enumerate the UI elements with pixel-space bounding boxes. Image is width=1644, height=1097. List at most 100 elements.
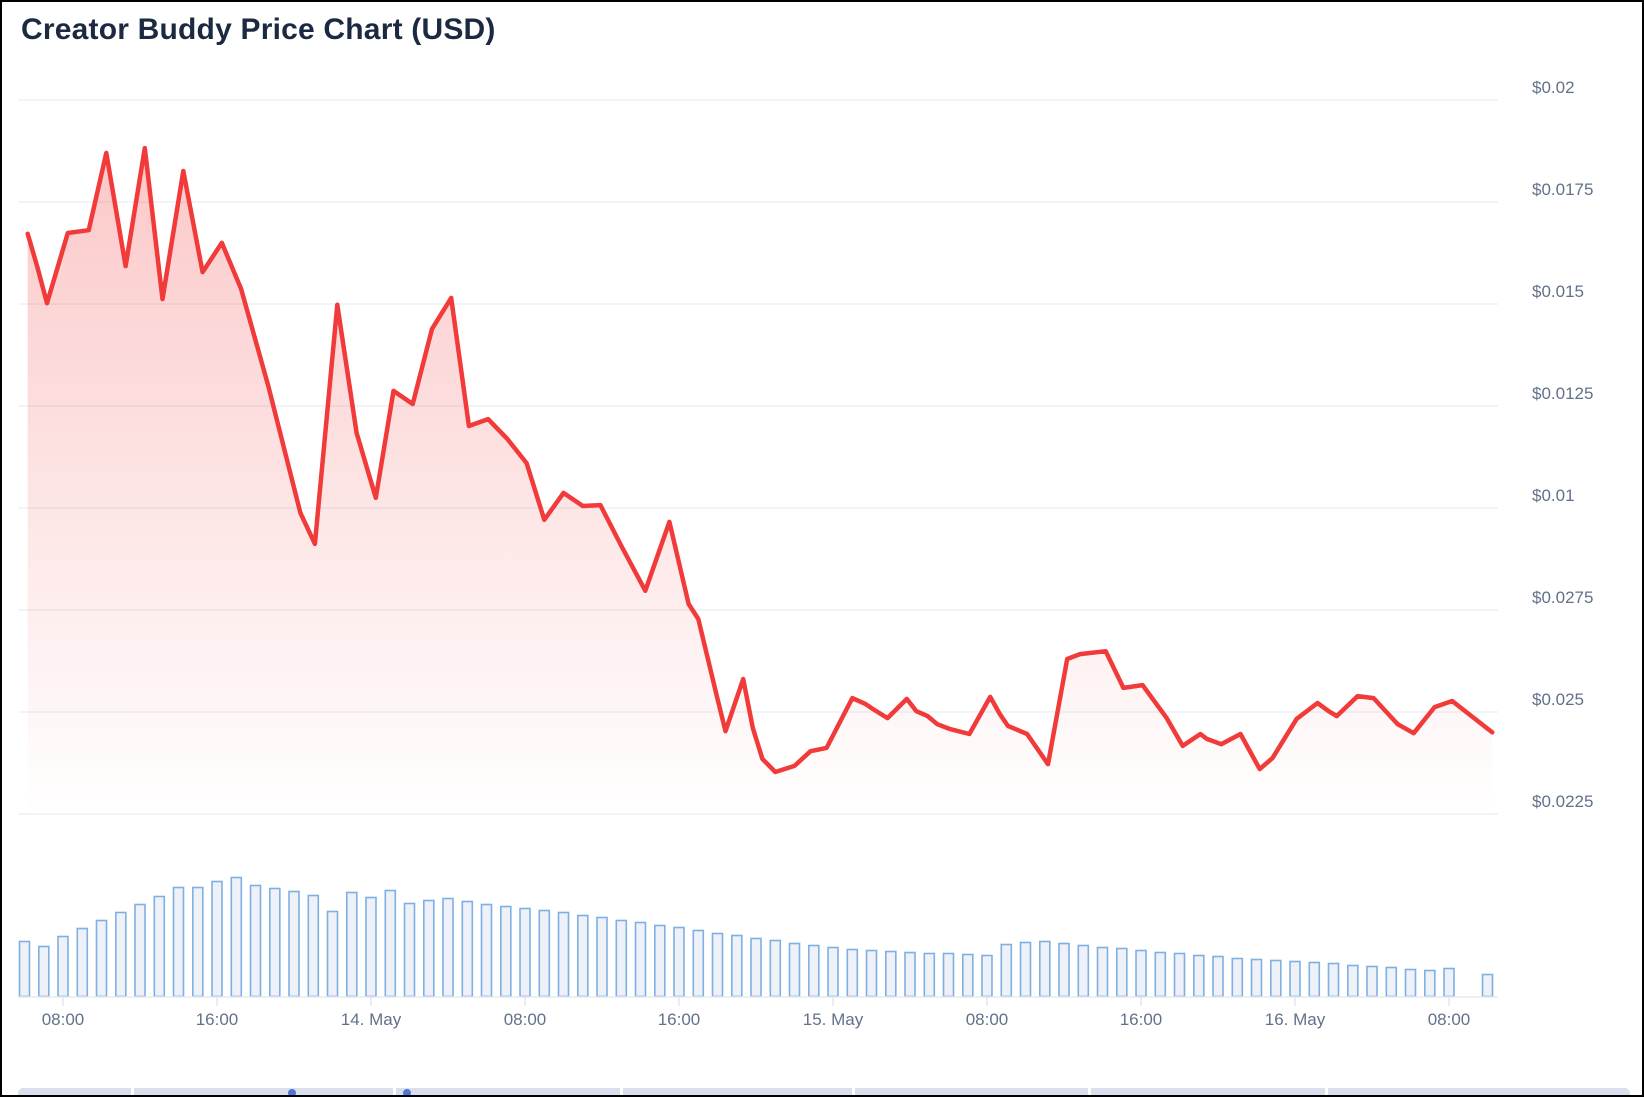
volume-bar: [307, 894, 320, 998]
volume-bar: [230, 876, 243, 998]
volume-bar: [95, 919, 108, 998]
volume-bar: [865, 949, 878, 998]
volume-bar: [76, 927, 89, 998]
volume-bar: [1077, 944, 1090, 998]
table-cell-divider: [852, 1088, 855, 1097]
volume-bar: [288, 890, 300, 998]
volume-bar: [1039, 940, 1051, 998]
x-axis-label: 14. May: [340, 1010, 402, 1029]
x-axis-label: 08:00: [1427, 1010, 1471, 1029]
volume-bar: [596, 916, 608, 998]
x-axis-tick-marks: [62, 997, 1450, 1006]
volume-bar: [461, 900, 474, 998]
volume-bar: [1019, 941, 1032, 998]
volume-bar: [192, 886, 204, 998]
volume-bar: [750, 937, 762, 998]
volume-bar: [134, 903, 146, 998]
x-axis-label: 08:00: [965, 1010, 1009, 1029]
table-cell-divider: [131, 1088, 134, 1097]
volume-bar: [384, 889, 397, 998]
volume-bar: [1173, 952, 1186, 998]
volume-bar: [153, 895, 166, 998]
table-cell-divider: [1325, 1088, 1328, 1097]
volume-bar: [557, 911, 570, 998]
volume-bar: [1327, 962, 1340, 998]
volume-bar: [673, 926, 685, 998]
x-axis-label: 08:00: [41, 1010, 85, 1029]
x-axis-label: 16:00: [657, 1010, 701, 1029]
volume-bar: [923, 952, 936, 998]
volume-bar: [1366, 965, 1378, 998]
price-line: [25, 145, 1495, 775]
volume-bar: [981, 954, 993, 998]
volume-bars: [18, 876, 1494, 998]
volume-bar: [769, 939, 782, 998]
volume-bar: [1193, 954, 1205, 998]
volume-bar: [1058, 942, 1070, 998]
volume-bar: [1096, 946, 1109, 998]
volume-bar: [692, 929, 705, 998]
volume-bar: [961, 953, 974, 998]
volume-bar: [211, 880, 223, 998]
y-axis-label: $0.025: [1532, 690, 1584, 709]
volume-bar: [653, 924, 666, 998]
volume-bar: [1308, 961, 1321, 998]
volume-bar: [615, 919, 628, 998]
volume-bar: [345, 891, 358, 998]
volume-bar: [268, 887, 281, 998]
volume-bar: [576, 914, 589, 998]
volume-bar: [1231, 957, 1244, 998]
volume-bar: [1000, 943, 1013, 998]
y-axis-label: $0.0175: [1532, 180, 1594, 199]
volume-bar: [538, 909, 551, 998]
volume-bar: [365, 896, 377, 998]
volume-bar: [249, 884, 262, 998]
y-axis-label: $0.0125: [1532, 384, 1594, 403]
volume-bar: [942, 952, 955, 998]
volume-bar: [519, 907, 531, 998]
volume-bar: [1116, 947, 1128, 998]
volume-bar: [1347, 964, 1359, 998]
y-axis-label: $0.02: [1532, 78, 1575, 97]
coin-icon: [288, 1089, 296, 1097]
volume-bar: [326, 910, 339, 998]
volume-bar: [57, 935, 69, 998]
coin-table-header-row[interactable]: [18, 1088, 1630, 1097]
volume-bar: [884, 950, 897, 998]
x-axis-label: 15. May: [802, 1010, 864, 1029]
volume-bar: [37, 945, 50, 998]
volume-bar: [788, 942, 801, 998]
volume-bar: [1385, 966, 1398, 998]
volume-bar: [846, 948, 859, 998]
volume-bar: [403, 902, 416, 998]
y-axis-label: $0.01: [1532, 486, 1575, 505]
volume-bar: [1289, 960, 1301, 998]
volume-bar: [480, 903, 493, 998]
volume-bar: [18, 940, 31, 998]
volume-bar: [1250, 958, 1263, 998]
y-axis-label: $0.015: [1532, 282, 1584, 301]
table-cell-divider: [620, 1088, 623, 1097]
x-axis-label: 08:00: [503, 1010, 547, 1029]
volume-bar: [730, 934, 743, 998]
volume-bar: [115, 911, 127, 998]
volume-bar: [1481, 973, 1494, 998]
volume-bar: [1424, 969, 1436, 998]
volume-bar: [499, 905, 512, 998]
volume-bar: [634, 921, 647, 998]
table-cell-divider: [1088, 1088, 1091, 1097]
volume-bar: [827, 946, 839, 998]
x-axis-label: 16. May: [1264, 1010, 1326, 1029]
y-axis-label: $0.0225: [1532, 792, 1594, 811]
price-area-fill: [27, 148, 1493, 817]
volume-bar: [1443, 967, 1455, 998]
volume-bar: [1270, 959, 1282, 998]
volume-bar: [1154, 951, 1167, 998]
table-cell-divider: [393, 1088, 396, 1097]
volume-bar: [711, 932, 724, 998]
y-axis-label: $0.0275: [1532, 588, 1594, 607]
volume-bar: [1404, 968, 1417, 998]
volume-bar: [1135, 949, 1147, 998]
page-title: Creator Buddy Price Chart (USD): [21, 13, 496, 46]
